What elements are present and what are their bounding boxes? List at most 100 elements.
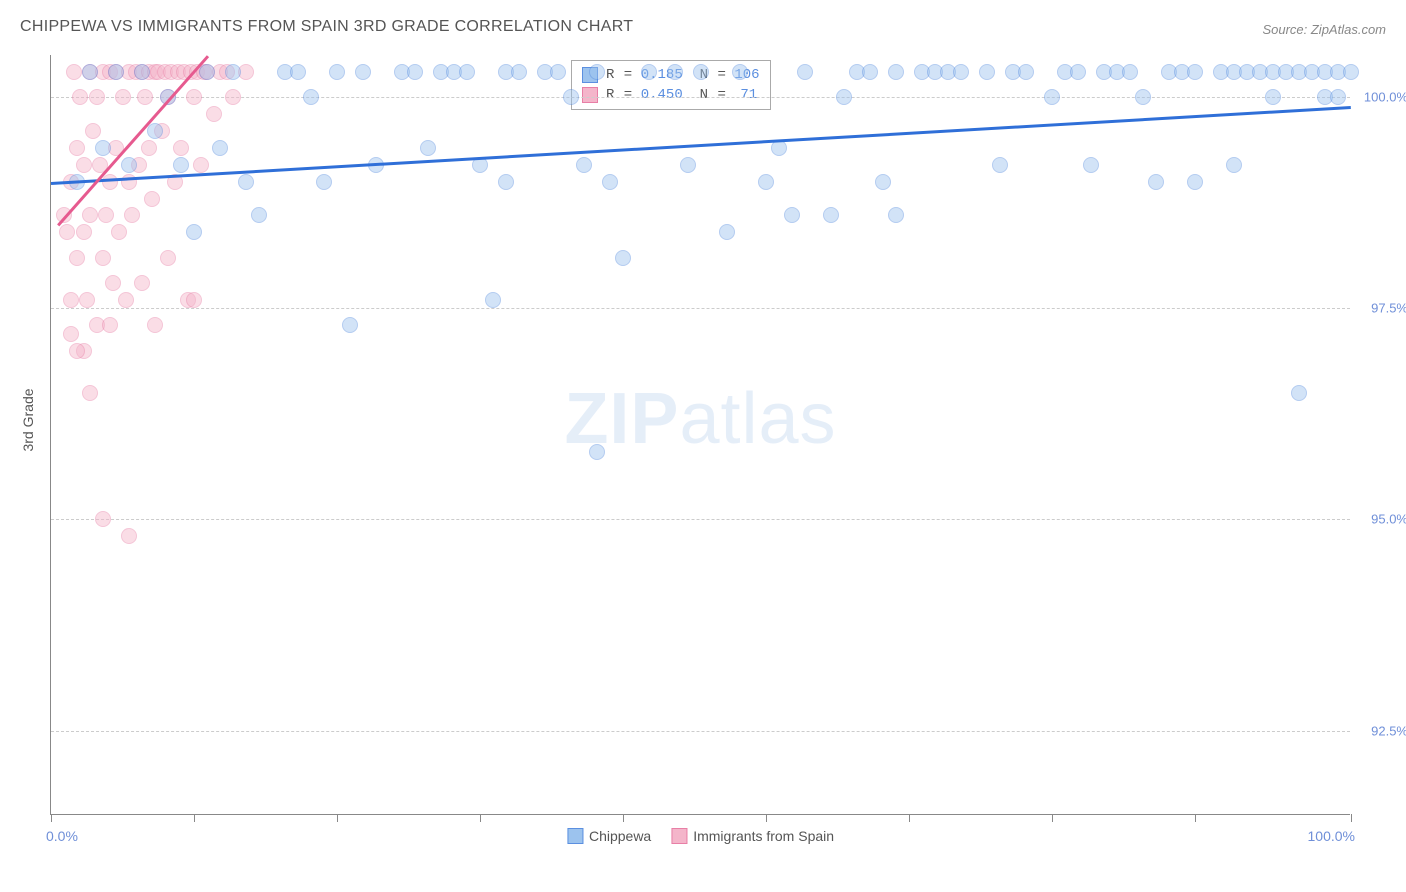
- chippewa-point: [290, 64, 306, 80]
- chippewa-point: [1070, 64, 1086, 80]
- chippewa-point: [95, 140, 111, 156]
- chippewa-point: [784, 207, 800, 223]
- spain-point: [63, 292, 79, 308]
- chippewa-point: [355, 64, 371, 80]
- spain-point: [102, 174, 118, 190]
- chart-title: CHIPPEWA VS IMMIGRANTS FROM SPAIN 3RD GR…: [20, 18, 633, 36]
- spain-n-value: 71: [734, 87, 757, 103]
- chippewa-point: [797, 64, 813, 80]
- spain-legend-swatch: [671, 828, 687, 844]
- spain-point: [134, 275, 150, 291]
- plot-area: ZIPatlas R = 0.185 N = 106 R = 0.450 N =…: [50, 55, 1350, 815]
- spain-point: [76, 224, 92, 240]
- chippewa-point: [1343, 64, 1359, 80]
- chippewa-point: [589, 444, 605, 460]
- spain-point: [186, 89, 202, 105]
- spain-point: [69, 343, 85, 359]
- x-tick: [1351, 814, 1352, 822]
- legend-spain: Immigrants from Spain: [671, 828, 834, 844]
- chippewa-point: [875, 174, 891, 190]
- chippewa-point: [82, 64, 98, 80]
- source-attribution: Source: ZipAtlas.com: [1262, 22, 1386, 37]
- spain-point: [141, 140, 157, 156]
- chippewa-point: [212, 140, 228, 156]
- y-tick-label: 97.5%: [1371, 301, 1406, 316]
- spain-point: [95, 250, 111, 266]
- correlation-chart: CHIPPEWA VS IMMIGRANTS FROM SPAIN 3RD GR…: [0, 0, 1406, 892]
- chippewa-point: [576, 157, 592, 173]
- spain-point: [118, 292, 134, 308]
- spain-point: [193, 157, 209, 173]
- spain-point: [111, 224, 127, 240]
- chippewa-point: [303, 89, 319, 105]
- chippewa-point: [992, 157, 1008, 173]
- chippewa-point: [589, 64, 605, 80]
- x-tick: [194, 814, 195, 822]
- chippewa-point: [251, 207, 267, 223]
- spain-point: [98, 207, 114, 223]
- y-axis-label: 3rd Grade: [20, 388, 36, 451]
- gridline: [51, 519, 1350, 520]
- chippewa-point: [173, 157, 189, 173]
- y-tick-label: 92.5%: [1371, 723, 1406, 738]
- chippewa-point: [1122, 64, 1138, 80]
- spain-point: [72, 89, 88, 105]
- chippewa-point: [1018, 64, 1034, 80]
- spain-point: [144, 191, 160, 207]
- chippewa-point: [680, 157, 696, 173]
- chippewa-point: [1330, 89, 1346, 105]
- spain-point: [160, 250, 176, 266]
- chippewa-point: [420, 140, 436, 156]
- gridline: [51, 731, 1350, 732]
- spain-point: [147, 317, 163, 333]
- spain-point: [173, 140, 189, 156]
- spain-swatch: [582, 87, 598, 103]
- gridline: [51, 308, 1350, 309]
- chippewa-point: [1044, 89, 1060, 105]
- chippewa-point: [550, 64, 566, 80]
- spain-point: [115, 89, 131, 105]
- chippewa-point: [199, 64, 215, 80]
- spain-point: [121, 174, 137, 190]
- spain-r-value: 0.450: [641, 87, 683, 103]
- chippewa-point: [1135, 89, 1151, 105]
- gridline: [51, 97, 1350, 98]
- chippewa-point: [1291, 385, 1307, 401]
- spain-point: [124, 207, 140, 223]
- chippewa-point: [1226, 157, 1242, 173]
- x-axis-max-label: 100.0%: [1308, 828, 1355, 844]
- chippewa-point: [836, 89, 852, 105]
- chippewa-point: [732, 64, 748, 80]
- spain-point: [225, 89, 241, 105]
- spain-point: [63, 326, 79, 342]
- chippewa-point: [693, 64, 709, 80]
- chippewa-point: [1265, 89, 1281, 105]
- chippewa-point: [186, 224, 202, 240]
- x-tick: [623, 814, 624, 822]
- spain-point: [137, 89, 153, 105]
- spain-point: [206, 106, 222, 122]
- spain-point: [95, 511, 111, 527]
- spain-point: [89, 89, 105, 105]
- chippewa-point: [1083, 157, 1099, 173]
- chippewa-point: [407, 64, 423, 80]
- spain-point: [85, 123, 101, 139]
- chippewa-point: [758, 174, 774, 190]
- stats-row-spain: R = 0.450 N = 71: [582, 85, 760, 105]
- spain-point: [105, 275, 121, 291]
- chippewa-point: [511, 64, 527, 80]
- chippewa-point: [1187, 64, 1203, 80]
- chippewa-point: [615, 250, 631, 266]
- chippewa-point: [823, 207, 839, 223]
- y-tick-label: 95.0%: [1371, 512, 1406, 527]
- chippewa-point: [108, 64, 124, 80]
- x-tick: [337, 814, 338, 822]
- chippewa-point: [888, 64, 904, 80]
- spain-point: [82, 385, 98, 401]
- chippewa-point: [602, 174, 618, 190]
- x-tick: [909, 814, 910, 822]
- y-tick-label: 100.0%: [1364, 90, 1406, 105]
- spain-point: [59, 224, 75, 240]
- chippewa-point: [134, 64, 150, 80]
- chippewa-point: [1187, 174, 1203, 190]
